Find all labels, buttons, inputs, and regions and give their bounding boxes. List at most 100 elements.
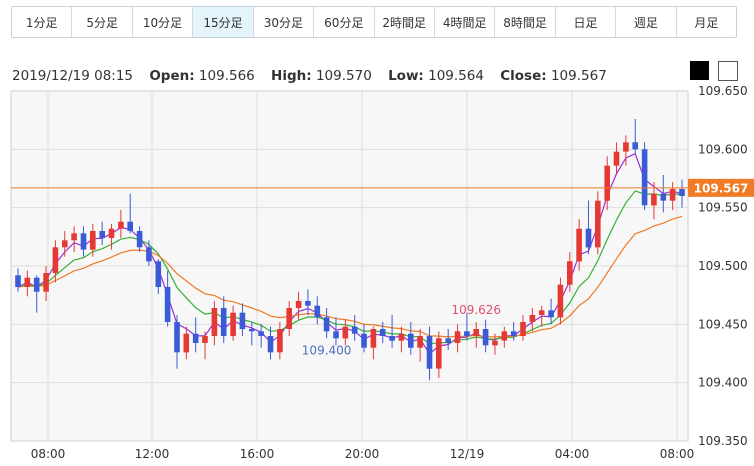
candle-body bbox=[314, 305, 321, 318]
candle-body bbox=[277, 329, 283, 353]
candle bbox=[595, 191, 601, 255]
candle bbox=[417, 329, 423, 362]
candle-body bbox=[146, 247, 152, 262]
candle bbox=[277, 322, 283, 360]
candle bbox=[501, 326, 508, 348]
candle-body bbox=[482, 329, 489, 346]
ma-mid-line bbox=[17, 190, 683, 345]
tab-monthly[interactable]: 月足 bbox=[676, 7, 737, 37]
candle-body bbox=[99, 231, 105, 238]
candle-body bbox=[613, 151, 620, 166]
current-price-label: 109.567 bbox=[694, 181, 749, 195]
candle bbox=[71, 226, 77, 252]
candle-body bbox=[389, 336, 395, 341]
candle bbox=[314, 296, 321, 325]
current-price-tag bbox=[688, 178, 754, 197]
candle-body bbox=[445, 338, 451, 343]
tab-daily[interactable]: 日足 bbox=[555, 7, 617, 37]
candle-body bbox=[604, 165, 610, 201]
candle bbox=[492, 333, 498, 355]
tab-2hour[interactable]: 2時間足 bbox=[374, 7, 435, 37]
candle bbox=[108, 224, 115, 250]
candle bbox=[613, 142, 620, 175]
candle bbox=[239, 303, 246, 336]
candle-body bbox=[230, 312, 236, 336]
candle-body bbox=[426, 336, 433, 369]
close-value: 109.567 bbox=[550, 68, 607, 84]
candle bbox=[679, 179, 685, 208]
candle-body bbox=[267, 336, 274, 353]
candle-body bbox=[71, 233, 77, 241]
candle-body bbox=[80, 233, 87, 250]
candle-body bbox=[595, 200, 601, 248]
candle-body bbox=[492, 340, 498, 346]
candle-body bbox=[679, 189, 685, 196]
candle-body bbox=[127, 221, 133, 231]
candle bbox=[305, 289, 311, 315]
open-value: 109.566 bbox=[198, 68, 255, 84]
x-tick-label: 08:00 bbox=[31, 447, 66, 461]
candle bbox=[90, 224, 96, 257]
candle-body bbox=[529, 315, 536, 322]
light-theme-swatch[interactable] bbox=[718, 61, 738, 81]
candle bbox=[389, 315, 395, 348]
candle-body bbox=[379, 329, 386, 336]
candle bbox=[267, 326, 274, 360]
y-tick-label: 109.550 bbox=[698, 201, 748, 215]
tab-4hour[interactable]: 4時間足 bbox=[434, 7, 496, 37]
tab-10min[interactable]: 10分足 bbox=[132, 7, 194, 37]
candle-body bbox=[464, 331, 470, 336]
candle-body bbox=[136, 231, 143, 248]
candle-body bbox=[295, 301, 302, 308]
candle-body bbox=[90, 231, 96, 250]
candle bbox=[80, 226, 87, 257]
tab-5min[interactable]: 5分足 bbox=[72, 7, 133, 37]
candle bbox=[33, 275, 40, 313]
candle bbox=[164, 270, 171, 327]
candle-body bbox=[333, 331, 339, 339]
candle-body bbox=[632, 142, 638, 150]
candle bbox=[202, 331, 208, 360]
candle bbox=[398, 326, 405, 353]
x-tick-label: 16:00 bbox=[240, 447, 275, 461]
candle-body bbox=[286, 308, 292, 329]
candle bbox=[15, 268, 21, 292]
candle bbox=[136, 226, 143, 252]
candle bbox=[43, 266, 49, 301]
candle bbox=[342, 319, 349, 346]
tab-8hour[interactable]: 8時間足 bbox=[495, 7, 556, 37]
candle bbox=[623, 135, 629, 166]
low-annotation: 109.400 bbox=[302, 343, 352, 357]
candle-body bbox=[108, 228, 115, 238]
candle bbox=[669, 182, 676, 210]
candle-body bbox=[370, 329, 377, 348]
candle-body bbox=[211, 308, 218, 336]
candle-body bbox=[408, 333, 414, 348]
candle bbox=[604, 156, 610, 210]
candle-body bbox=[436, 338, 442, 369]
tab-weekly[interactable]: 週足 bbox=[616, 7, 677, 37]
y-tick-label: 109.400 bbox=[698, 376, 748, 390]
candle-body bbox=[669, 189, 676, 201]
candle-body bbox=[501, 331, 508, 341]
candle bbox=[155, 259, 162, 294]
candle bbox=[174, 315, 180, 369]
tab-30min[interactable]: 30分足 bbox=[253, 7, 315, 37]
tab-15min[interactable]: 15分足 bbox=[193, 7, 254, 37]
candle bbox=[333, 317, 339, 346]
dark-theme-swatch[interactable] bbox=[690, 61, 709, 80]
candle-body bbox=[585, 228, 592, 248]
candle bbox=[482, 319, 489, 353]
candle bbox=[538, 305, 545, 327]
candle bbox=[24, 270, 31, 297]
y-tick-label: 109.350 bbox=[698, 434, 748, 448]
tab-1min[interactable]: 1分足 bbox=[12, 7, 73, 37]
candle bbox=[183, 326, 190, 360]
candle bbox=[529, 308, 536, 332]
candle bbox=[585, 200, 592, 255]
candle bbox=[557, 277, 564, 325]
candle bbox=[230, 305, 236, 341]
y-tick-label: 109.450 bbox=[698, 317, 748, 331]
tab-60min[interactable]: 60分足 bbox=[314, 7, 375, 37]
